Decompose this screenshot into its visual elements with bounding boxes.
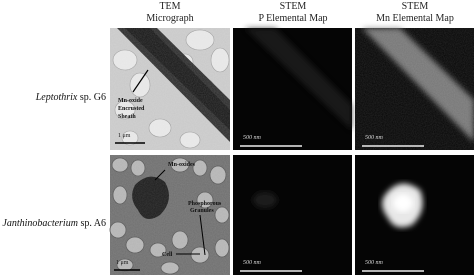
annotation: Mn-oxide bbox=[118, 98, 143, 104]
p-map-panel: 500 nm bbox=[233, 155, 352, 275]
tem-panel: Mn-oxides Phosphorous Granules Cell 1 μm bbox=[109, 155, 230, 275]
scale-label: 1 μm bbox=[118, 133, 131, 139]
row-label: Janthinobacterium sp. A6 bbox=[2, 218, 106, 229]
tem-panel: Mn-oxide Encrusted Sheath 1 μm bbox=[110, 28, 230, 150]
strain: sp. A6 bbox=[80, 218, 106, 229]
mn-map-panel: 500 nm bbox=[355, 28, 474, 150]
column-header: P Elemental Map bbox=[258, 13, 327, 24]
organism: Janthinobacterium bbox=[2, 218, 78, 229]
annotation: Phosphorous bbox=[188, 201, 222, 207]
row-label: Leptothrix sp. G6 bbox=[35, 92, 106, 103]
annotation: Encrusted bbox=[118, 106, 145, 112]
column-header: STEM bbox=[402, 1, 429, 12]
strain: sp. G6 bbox=[80, 92, 106, 103]
annotation: Cell bbox=[162, 252, 173, 258]
p-map-panel: 500 nm bbox=[233, 28, 352, 150]
scale-label: 500 nm bbox=[243, 135, 262, 141]
organism: Leptothrix bbox=[35, 92, 78, 103]
scale-label: 1 μm bbox=[116, 260, 129, 266]
scale-label: 500 nm bbox=[243, 260, 262, 266]
mn-map-panel: 500 nm bbox=[355, 155, 474, 275]
annotation: Mn-oxides bbox=[168, 162, 196, 168]
column-header: Micrograph bbox=[146, 13, 193, 24]
scale-label: 500 nm bbox=[365, 135, 384, 141]
annotation: Granules bbox=[190, 208, 214, 214]
annotation: Sheath bbox=[118, 114, 136, 120]
column-header: Mn Elemental Map bbox=[376, 13, 454, 24]
column-header: STEM bbox=[280, 1, 307, 12]
column-header: TEM bbox=[159, 1, 180, 12]
scale-label: 500 nm bbox=[365, 260, 384, 266]
